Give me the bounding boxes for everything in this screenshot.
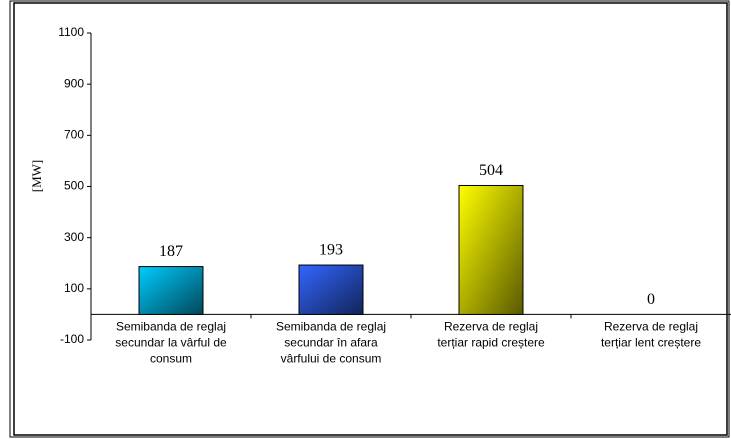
x-tick-label: Rezerva de reglaj terțiar lent creștere (601, 320, 701, 350)
bar (298, 264, 364, 315)
y-tick-label: 700 (64, 128, 84, 142)
y-tick-label: 900 (64, 76, 84, 90)
bar (458, 184, 524, 315)
x-tick-label: Semibanda de reglaj secundar în afara vârf… (276, 320, 386, 366)
label-line: Rezerva de reglaj (444, 320, 538, 334)
y-axis-label: [MW] (29, 160, 44, 193)
label-line: terțiar rapid creștere (437, 336, 545, 350)
label-line: secundar la vârful de (115, 336, 227, 350)
label-line: secundar în afara (284, 336, 378, 350)
label-line: Semibanda de reglaj (116, 320, 226, 334)
label-line: Semibanda de reglaj (276, 320, 386, 334)
y-tick-label: 300 (64, 230, 84, 244)
label-line: vârfului de consum (281, 352, 382, 366)
label-line: Rezerva de reglaj (604, 320, 698, 334)
label-line: terțiar lent creștere (601, 336, 701, 350)
x-tick-label: Rezerva de reglaj terțiar rapid creștere (437, 320, 545, 350)
value-label: 504 (479, 162, 503, 179)
value-label: 0 (647, 291, 655, 308)
value-label: 187 (159, 243, 183, 260)
y-tick-label: 100 (64, 281, 84, 295)
y-tick-label: 500 (64, 179, 84, 193)
bar (138, 266, 204, 315)
y-tick-label: -100 (60, 332, 84, 346)
x-tick-label: Semibanda de reglaj secundar la vârful de… (115, 320, 227, 366)
chart-frame (13, 2, 728, 436)
outer-frame (9, 0, 730, 438)
value-label: 193 (319, 242, 343, 259)
y-tick-label: 1100 (58, 25, 84, 39)
label-line: consum (150, 352, 192, 366)
